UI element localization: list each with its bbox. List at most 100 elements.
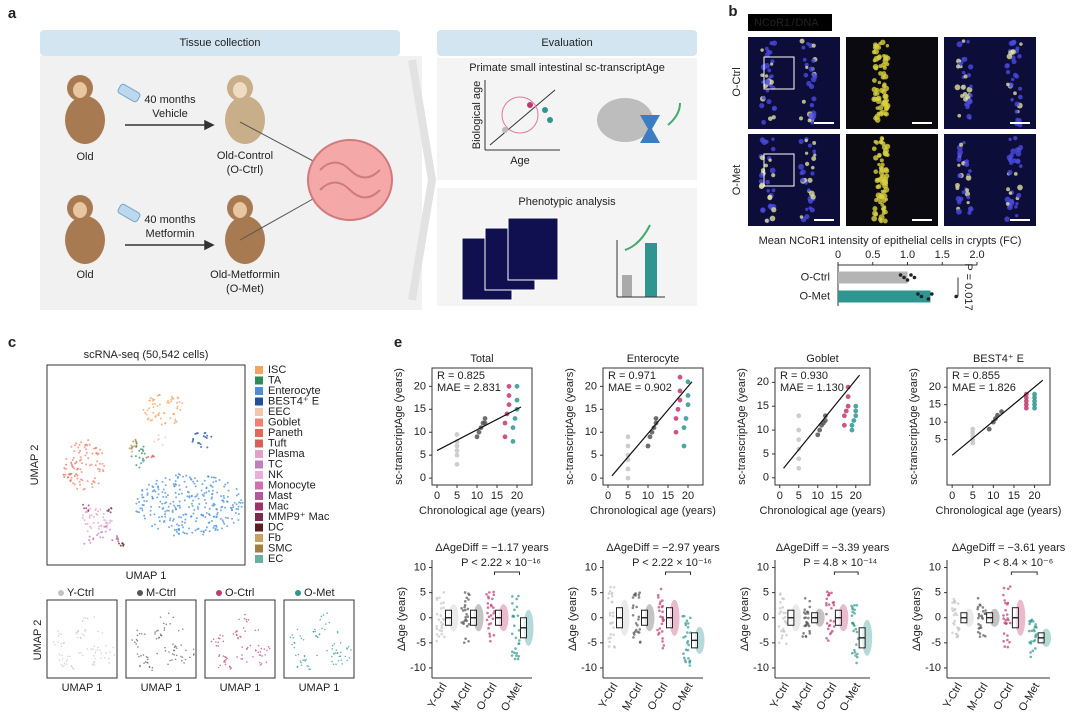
umap-dot: [162, 622, 165, 625]
y-tick-label: 15: [929, 399, 941, 411]
data-point: [845, 403, 851, 409]
micrograph-signal: [771, 173, 776, 178]
umap-dot: [72, 482, 75, 485]
data-point: [454, 443, 460, 449]
umap-dot: [60, 642, 62, 645]
umap-dot: [186, 490, 189, 493]
umap-dot: [71, 458, 74, 461]
umap-dot: [151, 666, 154, 669]
legend-swatch: [255, 397, 263, 406]
jitter-dot: [442, 618, 446, 622]
umap-dot: [146, 656, 149, 659]
legend-swatch: [255, 544, 263, 553]
jitter-dot: [514, 636, 518, 640]
umap-dot: [86, 530, 89, 533]
umap-dot: [307, 665, 310, 668]
umap-dot: [180, 659, 183, 662]
micrograph-signal: [1005, 201, 1010, 206]
legend-label: O-Ctrl: [225, 587, 254, 599]
umap-dot: [336, 632, 339, 634]
umap-dot: [200, 446, 203, 449]
umap-dot: [151, 403, 154, 406]
umap-dot: [174, 482, 177, 485]
micrograph-signal: [957, 163, 961, 167]
axis-label: Chronological age (years): [419, 505, 545, 517]
umap-dot: [158, 394, 161, 397]
umap-dot: [157, 493, 160, 496]
jitter-dot: [463, 605, 466, 609]
umap-dot: [151, 419, 154, 422]
umap-dot: [149, 396, 152, 399]
y-tick-label: 5: [591, 449, 597, 461]
jitter-dot: [682, 636, 685, 639]
jitter-dot: [1030, 629, 1034, 633]
data-point: [909, 273, 913, 277]
jitter-dot: [852, 629, 855, 633]
micrograph-signal: [769, 167, 776, 174]
annotation: R = 0.971: [608, 370, 656, 382]
micrograph-signal: [872, 96, 877, 102]
umap-dot: [234, 511, 237, 514]
jitter-dot: [953, 599, 957, 603]
umap-dot: [218, 655, 220, 658]
umap-dot: [93, 661, 96, 664]
jitter-dot: [510, 632, 514, 636]
umap-dot: [149, 513, 152, 516]
umap-dot: [175, 401, 178, 404]
jitter-dot: [435, 598, 439, 601]
stain-label: /: [791, 17, 795, 29]
data-point: [681, 443, 687, 449]
jitter-dot: [639, 640, 642, 644]
umap-dot: [94, 657, 96, 660]
data-point: [685, 379, 691, 385]
umap-dot: [303, 655, 306, 658]
legend-dot: [58, 590, 64, 596]
umap-dot: [156, 438, 159, 441]
diagram-text: Age: [510, 155, 530, 167]
y-tick-label: 10: [929, 561, 941, 573]
jitter-dot: [779, 592, 782, 595]
umap-dot: [96, 453, 99, 456]
fit-line: [611, 381, 693, 477]
bar: [838, 290, 931, 303]
umap-dot: [108, 662, 110, 664]
umap-dot: [245, 618, 248, 621]
jitter-dot: [660, 622, 664, 626]
x-tick-label: Y-Ctrl: [597, 681, 621, 710]
umap-dot: [97, 467, 100, 470]
micrograph-signal: [969, 84, 973, 89]
jitter-dot: [513, 657, 517, 661]
umap-dot: [211, 489, 214, 492]
jitter-dot: [851, 610, 854, 614]
umap-dot: [154, 402, 157, 405]
umap-dot: [222, 500, 225, 503]
jitter-dot: [832, 620, 836, 623]
umap-dot: [87, 504, 90, 507]
jitter-dot: [832, 603, 836, 607]
umap-dot: [155, 482, 158, 485]
x-tick-label: Y-Ctrl: [768, 681, 792, 710]
umap-dot: [178, 473, 181, 476]
umap-dot: [216, 513, 219, 516]
umap-dot: [305, 658, 307, 661]
umap-dot: [82, 654, 84, 657]
jitter-dot: [983, 612, 987, 616]
micrograph-signal: [884, 143, 891, 150]
data-point: [1023, 405, 1029, 411]
micrograph-signal: [878, 41, 882, 46]
data-point: [970, 440, 976, 446]
legend-swatch: [255, 460, 263, 469]
y-tick-label: 0: [420, 472, 426, 484]
x-tick-label: 10: [812, 490, 824, 502]
umap-dot: [237, 508, 240, 511]
umap-dot: [178, 506, 181, 509]
data-point: [653, 416, 659, 421]
umap-dot: [242, 627, 245, 629]
umap-dot: [212, 638, 215, 641]
jitter-dot: [511, 602, 514, 605]
micrograph-signal: [877, 105, 884, 111]
micrograph-signal: [873, 91, 878, 97]
umap-dot: [226, 495, 229, 498]
umap-dot: [117, 538, 120, 541]
data-point: [851, 418, 857, 423]
